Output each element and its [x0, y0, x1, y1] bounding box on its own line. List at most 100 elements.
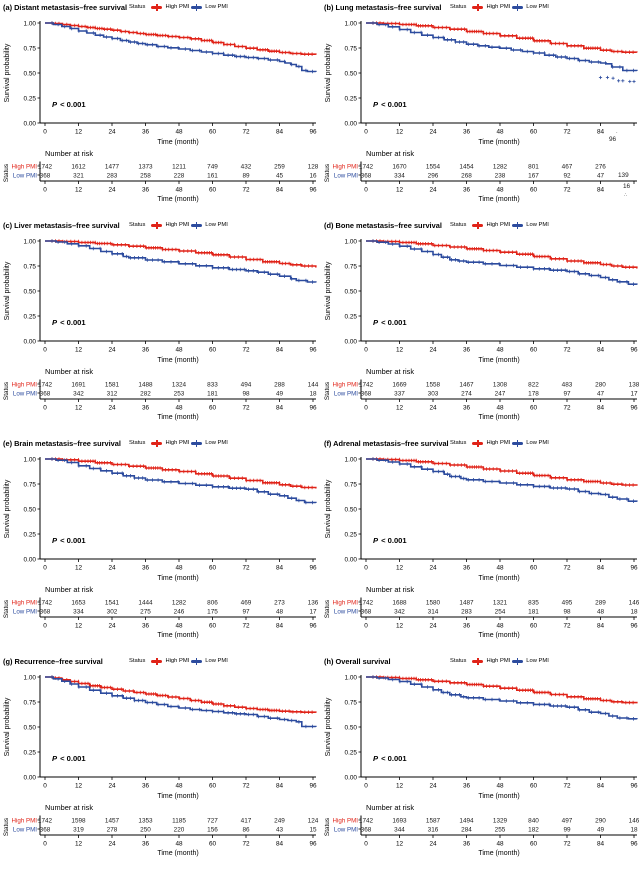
y-tick-label: 0.25	[345, 95, 358, 102]
survival-plot: Survival probability 1.00 0.75 0.50 0.25 0.0…	[325, 674, 638, 800]
x-axis-caption: Time (month)	[157, 139, 198, 146]
risk-row-label-low: Low PMI	[334, 827, 358, 834]
low-pmi-legend-key-icon	[191, 221, 203, 229]
risk-x-tick-label: 36	[142, 405, 150, 412]
risk-x-tick-label: 72	[563, 187, 571, 194]
x-tick-label: 84	[276, 565, 284, 572]
risk-value-high: 146	[629, 600, 640, 607]
low-pmi-legend-key-icon	[191, 657, 203, 665]
risk-value-high: 833	[207, 382, 218, 389]
risk-x-tick-label: 84	[597, 623, 605, 630]
legend: Status High PMI Low PMI	[450, 221, 549, 229]
risk-x-ticks: 0 12 24 36 48 60 72 84 96	[364, 835, 638, 848]
risk-values: 1742 368 1598 319 1457 278 1353 250 1185 220 727 15…	[38, 818, 319, 834]
risk-value-low: 161	[207, 173, 218, 180]
low-pmi-legend-key-icon	[512, 439, 524, 447]
x-tick-label: 0	[364, 565, 368, 572]
risk-x-tick-label: 48	[175, 187, 183, 194]
risk-x-tick-label: 24	[429, 623, 437, 630]
x-tick-label: 48	[175, 783, 183, 790]
risk-value-high: 249	[274, 818, 285, 825]
risk-value-high: 467	[562, 164, 573, 171]
low-pmi-curve	[45, 676, 317, 728]
y-tick-label: 0.50	[345, 288, 358, 295]
risk-x-tick-label: 60	[209, 405, 217, 412]
risk-x-ticks: 0 12 24 36 48 60 72 84 96	[43, 181, 317, 194]
low-pmi-curve	[45, 458, 317, 504]
km-panel-h: (h) Overall survival Status High PMI Low…	[321, 654, 642, 872]
panel-title: (c) Liver metastasis–free survival	[3, 221, 120, 230]
censor-ticks-high	[51, 457, 313, 490]
y-tick-label: 0.75	[24, 481, 37, 488]
y-axis-label: Survival probability	[4, 479, 11, 538]
risk-table-header: Number at risk	[45, 149, 94, 158]
p-value: P < 0.001	[52, 536, 86, 545]
panel-header: (e) Brain metastasis–free survival Statu…	[0, 436, 321, 450]
risk-value-high: 1329	[493, 818, 508, 825]
risk-row-label-high: High PMI	[12, 818, 38, 825]
y-tick-label: 0.50	[24, 70, 37, 77]
risk-x-axis-caption: Time (month)	[157, 196, 198, 203]
risk-value-low: 316	[428, 827, 439, 834]
risk-x-tick-label: 36	[463, 841, 471, 848]
risk-value-high: 1598	[71, 818, 86, 825]
low-pmi-curve	[45, 240, 317, 283]
x-tick-label: 72	[563, 129, 571, 136]
panel-header: (b) Lung metastasis–free survival Status…	[321, 0, 642, 14]
y-tick-label: 0.25	[24, 531, 37, 538]
risk-value-high: 1742	[359, 600, 374, 607]
risk-table-header: Number at risk	[366, 585, 415, 594]
risk-value-low: 97	[242, 609, 250, 616]
risk-x-tick-label: 60	[209, 841, 217, 848]
risk-value-low: 16	[309, 173, 317, 180]
low-pmi-legend-label: Low PMI	[526, 222, 549, 228]
survival-plot: Survival probability 1.00 0.75 0.50 0.25 0.0…	[4, 20, 317, 146]
y-ticks: 1.00 0.75 0.50 0.25 0.00	[24, 456, 40, 563]
risk-status-axis-label: Status	[324, 382, 331, 400]
y-tick-label: 1.00	[24, 456, 37, 463]
risk-value-high: 1308	[493, 382, 508, 389]
risk-value-high: 469	[241, 600, 252, 607]
number-at-risk-table: Status High PMI Low PMI 1742 368 1693 344 15…	[324, 815, 640, 857]
y-tick-label: 0.00	[24, 556, 37, 563]
risk-x-tick-label: 96	[309, 187, 317, 194]
y-tick-label: 0.75	[345, 481, 358, 488]
x-tick-label: 96	[630, 783, 638, 790]
x-axis-caption: Time (month)	[157, 793, 198, 800]
x-tick-label: 12	[75, 347, 83, 354]
risk-value-low: 368	[361, 827, 372, 834]
risk-value-high: 1612	[71, 164, 86, 171]
risk-x-axis-caption: Time (month)	[478, 414, 519, 421]
risk-value-high: 276	[595, 164, 606, 171]
x-axis-caption: Time (month)	[157, 357, 198, 364]
risk-value-high: 1321	[493, 600, 508, 607]
survival-plot: Survival probability 1.00 0.75 0.50 0.25 0.0…	[4, 238, 317, 364]
risk-x-axis-caption: Time (month)	[157, 850, 198, 857]
risk-value-high: 1282	[172, 600, 187, 607]
risk-value-high: 288	[274, 382, 285, 389]
x-tick-label: 36	[142, 347, 150, 354]
x-tick-label: 72	[242, 783, 250, 790]
risk-value-high: 1742	[359, 382, 374, 389]
risk-status-axis-label: Status	[3, 382, 10, 400]
x-tick-label: 0	[43, 129, 47, 136]
censor-ticks-low	[372, 457, 635, 503]
risk-x-tick-label: 84	[276, 187, 284, 194]
x-tick-label: 72	[242, 565, 250, 572]
legend-status-label: Status	[450, 440, 467, 446]
risk-value-low: 302	[107, 609, 118, 616]
y-tick-label: 0.75	[345, 45, 358, 52]
risk-x-tick-label: 12	[75, 187, 83, 194]
risk-value-high: 1541	[105, 600, 120, 607]
risk-value-high: 1457	[105, 818, 120, 825]
risk-value-low: 228	[174, 173, 185, 180]
legend-status-label: Status	[129, 222, 146, 228]
panel-header: (f) Adrenal metastasis–free survival Sta…	[321, 436, 642, 450]
risk-x-ticks: 0 12 24 36 48 60 72 84 96	[364, 617, 638, 630]
risk-value-high: 1487	[459, 600, 474, 607]
risk-value-low: 342	[394, 609, 405, 616]
risk-value-low: 368	[361, 391, 372, 398]
high-pmi-legend-label: High PMI	[165, 658, 190, 664]
risk-status-axis-label: Status	[3, 600, 10, 618]
risk-value-high: 1185	[172, 818, 186, 825]
